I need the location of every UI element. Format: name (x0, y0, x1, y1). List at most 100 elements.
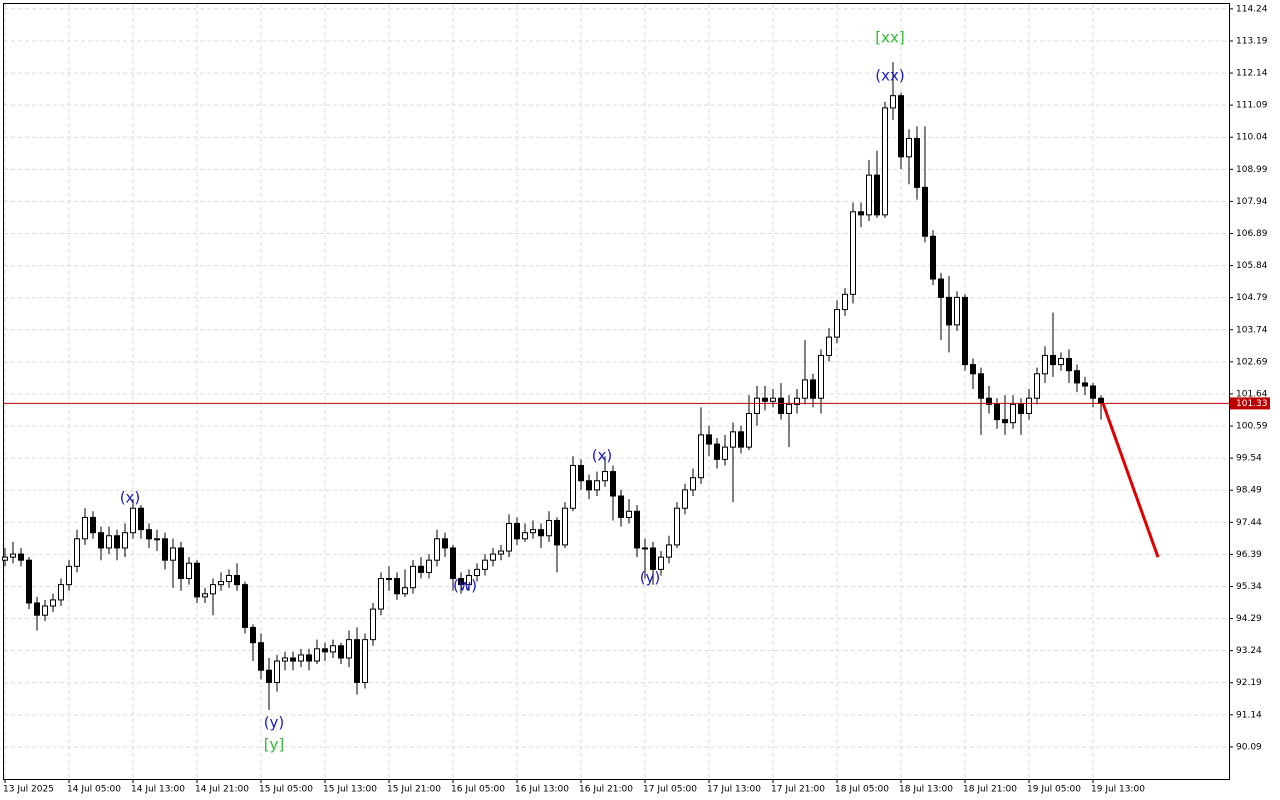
wave-label: (y) (640, 569, 661, 587)
candle-body (938, 278, 944, 298)
y-tick-label: 94.29 (1236, 614, 1262, 624)
candle-body (418, 565, 424, 573)
candle-body (906, 137, 912, 158)
x-tick-label: 15 Jul 13:00 (323, 785, 377, 795)
candle-body (946, 296, 952, 326)
y-tick-label: 102.69 (1236, 357, 1268, 367)
x-tick-label: 19 Jul 05:00 (1027, 785, 1081, 795)
y-tick-label: 108.99 (1236, 165, 1268, 175)
y-tick-label: 111.09 (1236, 101, 1268, 111)
x-tick-label: 17 Jul 21:00 (771, 785, 825, 795)
candle-body (1066, 357, 1072, 372)
y-tick-label: 99.54 (1236, 454, 1262, 464)
candle-body (818, 354, 824, 399)
candle-body (626, 510, 632, 518)
candle-body (762, 397, 768, 402)
y-tick-label: 96.39 (1236, 550, 1262, 560)
y-tick-label: 106.89 (1236, 229, 1268, 239)
candle-body (522, 532, 528, 540)
candle-body (1058, 357, 1064, 366)
candle-body (842, 293, 848, 311)
candle-body (458, 578, 464, 586)
candle-body (834, 309, 840, 338)
x-tick-label: 15 Jul 05:00 (259, 785, 313, 795)
candle-body (370, 608, 376, 641)
candle-body (42, 605, 48, 616)
x-tick-label: 16 Jul 13:00 (515, 785, 569, 795)
candle-body (410, 565, 416, 589)
candle-body (138, 507, 144, 531)
candle-body (754, 397, 760, 415)
y-tick-label: 91.14 (1236, 710, 1262, 720)
price-label-box (1230, 397, 1270, 410)
candle-body (506, 523, 512, 552)
candle-body (994, 403, 1000, 421)
candle-body (122, 532, 128, 549)
x-tick-label: 14 Jul 13:00 (131, 785, 185, 795)
candle-body (1098, 397, 1104, 404)
y-tick-label: 114.24 (1236, 4, 1268, 14)
candle-body (330, 645, 336, 653)
candle-body (210, 584, 216, 595)
candle-body (34, 602, 40, 616)
candle-body (890, 95, 896, 109)
wave-label: (y) (264, 714, 285, 732)
candle-body (58, 584, 64, 601)
candle-body (770, 397, 776, 402)
candle-body (466, 574, 472, 586)
candle-body (226, 574, 232, 583)
candle-body (258, 642, 264, 671)
candle-body (266, 669, 272, 683)
candle-body (570, 464, 576, 509)
y-tick-label: 103.74 (1236, 325, 1268, 335)
candle-body (594, 480, 600, 491)
candle-body (394, 578, 400, 595)
y-tick-label: 95.34 (1236, 582, 1262, 592)
candle-body (10, 553, 16, 558)
candle-body (498, 550, 504, 555)
x-tick-label: 18 Jul 13:00 (899, 785, 953, 795)
candle-body (658, 556, 664, 570)
wave-label: (w) (453, 577, 477, 595)
candle-body (954, 296, 960, 326)
candle-body (802, 379, 808, 399)
y-tick-label: 101.64 (1236, 389, 1268, 399)
price-label: 101.33 (1236, 399, 1268, 409)
candle-body (1090, 385, 1096, 399)
candle-body (130, 507, 136, 534)
candle-body (986, 397, 992, 405)
candle-body (650, 547, 656, 570)
candle-body (1050, 354, 1056, 366)
candle-body (666, 544, 672, 558)
candle-body (962, 296, 968, 366)
candle-body (730, 431, 736, 448)
candle-body (482, 559, 488, 570)
candle-body (882, 107, 888, 216)
candle-body (490, 553, 496, 561)
candle-body (722, 446, 728, 460)
candle-body (450, 547, 456, 580)
candle-body (162, 538, 168, 561)
candle-body (634, 510, 640, 549)
candle-body (2, 556, 8, 561)
candle-body (306, 654, 312, 662)
y-tick-label: 92.19 (1236, 678, 1262, 688)
candle-body (402, 587, 408, 595)
candle-body (346, 639, 352, 659)
wave-label: (xx) (875, 67, 904, 85)
x-tick-label: 18 Jul 05:00 (835, 785, 889, 795)
candle-body (274, 660, 280, 683)
candle-body (978, 373, 984, 399)
x-tick-label: 16 Jul 21:00 (579, 785, 633, 795)
candle-body (186, 562, 192, 580)
candle-body (858, 211, 864, 216)
x-tick-label: 17 Jul 05:00 (643, 785, 697, 795)
candle-body (74, 538, 80, 567)
x-tick-label: 15 Jul 21:00 (387, 785, 441, 795)
candle-body (642, 547, 648, 550)
candle-body (970, 364, 976, 375)
candle-body (178, 547, 184, 580)
candle-body (1042, 354, 1048, 375)
wave-label: [xx] (875, 29, 904, 47)
